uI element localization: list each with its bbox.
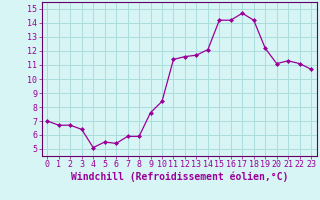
- X-axis label: Windchill (Refroidissement éolien,°C): Windchill (Refroidissement éolien,°C): [70, 172, 288, 182]
